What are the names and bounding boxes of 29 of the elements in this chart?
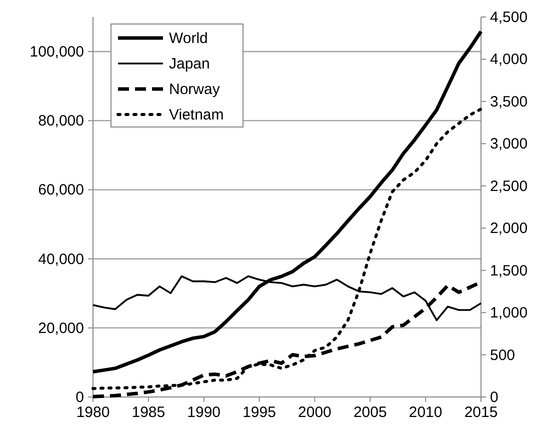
y-tick-label: 60,000	[38, 182, 84, 199]
x-tick-label: 2005	[353, 404, 387, 421]
y2-tick-label: 3,500	[490, 93, 528, 110]
x-tick-label: 1995	[242, 404, 276, 421]
line-series	[91, 30, 483, 374]
y-tick-label: 100,000	[30, 44, 84, 61]
y-tick-label: 80,000	[38, 112, 84, 130]
y-tick-label: 0	[76, 389, 84, 406]
x-tick-label: 1990	[187, 404, 221, 421]
y-tick-label: 20,000	[38, 320, 84, 337]
y2-tick-label: 4,000	[490, 51, 528, 68]
y2-tick-label: 2,500	[490, 178, 528, 195]
x-tick-label: 2010	[408, 404, 442, 421]
y2-tick-label: 0	[490, 389, 498, 406]
x-tick-label: 1985	[132, 404, 166, 421]
legend-label: Japan	[169, 56, 210, 72]
x-tick-label: 2000	[298, 404, 332, 421]
x-tick-label: 1980	[76, 404, 110, 421]
y2-tick-label: 1,500	[490, 262, 528, 280]
legend-label: Norway	[169, 81, 220, 98]
y2-tick-label: 3,000	[490, 136, 528, 153]
y2-tick-label: 4,500	[490, 9, 528, 26]
x-tick-label: 2015	[464, 404, 498, 421]
y-tick-label: 40,000	[38, 250, 84, 268]
y2-tick-label: 2,000	[490, 220, 528, 238]
y2-tick-label: 1,000	[490, 304, 528, 322]
legend-label: Vietnam	[169, 106, 224, 124]
y2-tick-label: 500	[490, 346, 516, 364]
legend-label: World	[169, 30, 208, 47]
